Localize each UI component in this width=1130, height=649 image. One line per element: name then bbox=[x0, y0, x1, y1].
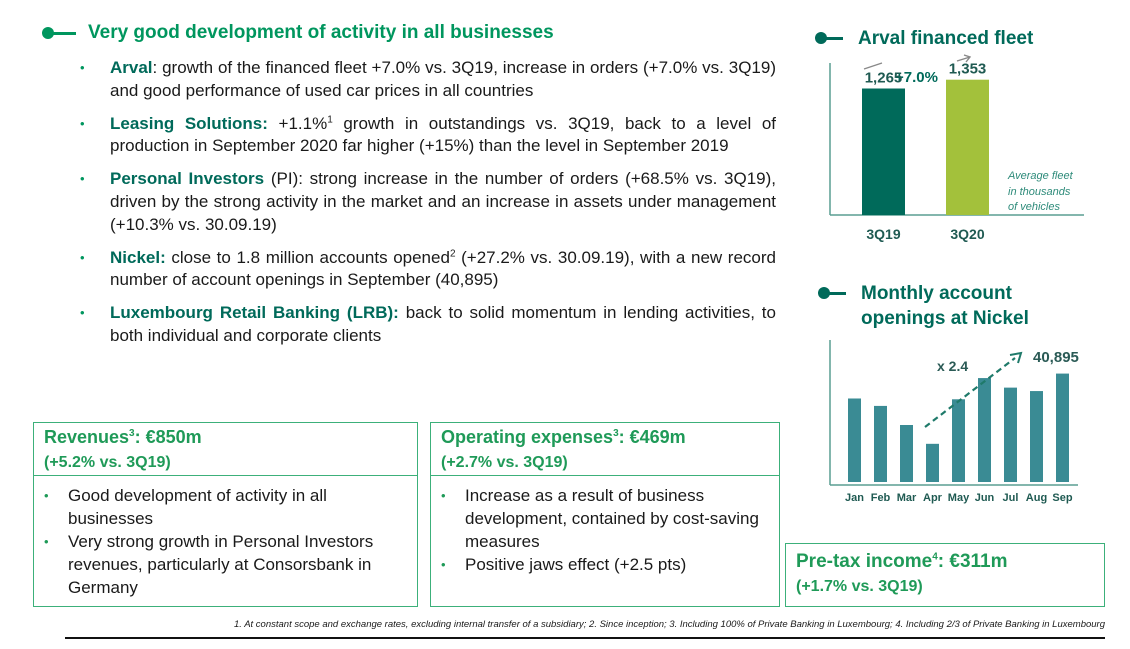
title-line: Monthly account bbox=[861, 283, 1012, 304]
bar-May bbox=[952, 399, 965, 482]
category-label: Aug bbox=[1026, 492, 1047, 504]
bullet-text: : growth of the financed fleet +7.0% vs.… bbox=[110, 58, 776, 100]
arval-chart: +7.0% 1,265 3Q19 1,353 3Q20 Average fleet i… bbox=[829, 54, 1084, 242]
bullet-leasing: Leasing Solutions: +1.1%1 growth in outs… bbox=[80, 113, 776, 158]
sep-value-label: 40,895 bbox=[1033, 349, 1079, 366]
pretax-header: Pre-tax income4: €311m (+1.7% vs. 3Q19) bbox=[786, 544, 1104, 599]
footnote-ref: 3 bbox=[129, 428, 135, 439]
nickel-chart: Jan Feb Mar Apr May Jun Jul Aug Sep x 2.4 40,895 bbox=[829, 340, 1079, 504]
revenues-box: Revenues3: €850m (+5.2% vs. 3Q19) Good de… bbox=[33, 422, 418, 607]
bullet-text: back to solid momentum in lending activi… bbox=[110, 303, 776, 345]
category-label: Jul bbox=[1003, 492, 1019, 504]
list-item: Very strong growth in Personal Investors… bbox=[44, 530, 409, 599]
opex-value: : €469m bbox=[618, 427, 686, 447]
heading-bullet-icon bbox=[818, 287, 830, 299]
trend-arrow-icon bbox=[956, 54, 972, 63]
bar-3Q20 bbox=[946, 79, 989, 215]
bullet-personal-investors: Personal Investors (PI): strong increase… bbox=[80, 168, 776, 236]
opex-title: Operating expenses bbox=[441, 427, 614, 447]
opex-header: Operating expenses3: €469m (+2.7% vs. 3Q1… bbox=[431, 423, 779, 476]
bar-Feb bbox=[874, 405, 887, 482]
heading-bullet-icon bbox=[42, 27, 54, 39]
category-label: Jan bbox=[845, 492, 864, 504]
list-item: Good development of activity in all busi… bbox=[44, 484, 409, 530]
arval-chart-title: Arval financed fleet bbox=[858, 28, 1034, 49]
category-label: Apr bbox=[923, 492, 943, 504]
category-label: 3Q19 bbox=[866, 226, 900, 242]
revenues-value: : €850m bbox=[134, 427, 202, 447]
business-bullets: Arval: growth of the financed fleet +7.0… bbox=[80, 57, 776, 358]
bar-Mar bbox=[900, 425, 913, 482]
bar-Aug bbox=[1030, 391, 1043, 482]
category-label: Jun bbox=[975, 492, 995, 504]
category-label: 3Q20 bbox=[950, 226, 984, 242]
nickel-chart-title: Monthly account openings at Nickel bbox=[861, 281, 1029, 331]
pretax-change: (+1.7% vs. 3Q19) bbox=[796, 578, 923, 595]
bar-3Q19 bbox=[862, 88, 905, 215]
heading-bullet-icon bbox=[815, 32, 827, 44]
bullet-lrb: Luxembourg Retail Banking (LRB): back to… bbox=[80, 302, 776, 347]
list-item: Positive jaws effect (+2.5 pts) bbox=[441, 553, 771, 576]
bullet-text: (PI): strong increase in the number of o… bbox=[110, 169, 777, 234]
trend-line bbox=[863, 62, 883, 70]
footnote-ref: 1 bbox=[327, 114, 333, 126]
revenues-header: Revenues3: €850m (+5.2% vs. 3Q19) bbox=[34, 423, 417, 476]
pretax-box: Pre-tax income4: €311m (+1.7% vs. 3Q19) bbox=[785, 543, 1105, 607]
title-line: openings at Nickel bbox=[861, 308, 1029, 329]
note-line: Average fleet bbox=[1007, 170, 1074, 182]
bullet-text: +1.1% bbox=[267, 113, 328, 133]
bar-Jul bbox=[1004, 387, 1017, 482]
opex-box: Operating expenses3: €469m (+2.7% vs. 3Q1… bbox=[430, 422, 780, 607]
list-item: Increase as a result of business develop… bbox=[441, 484, 771, 553]
bullet-head: Arval bbox=[110, 58, 153, 77]
value-label: 1,353 bbox=[949, 61, 987, 78]
heading-line-icon bbox=[50, 31, 76, 35]
bullet-nickel: Nickel: close to 1.8 million accounts op… bbox=[80, 247, 776, 292]
category-label: Mar bbox=[897, 492, 917, 504]
bullet-head: Personal Investors bbox=[110, 169, 265, 189]
revenues-title: Revenues bbox=[44, 427, 130, 447]
bullet-text: close to 1.8 million accounts opened bbox=[165, 247, 450, 267]
category-label: Sep bbox=[1052, 492, 1072, 504]
multiplier-annotation: x 2.4 bbox=[937, 358, 968, 374]
bar-Sep bbox=[1056, 373, 1069, 482]
footnote: 1. At constant scope and exchange rates,… bbox=[233, 619, 1105, 630]
category-label: Feb bbox=[871, 492, 891, 504]
pretax-value: : €311m bbox=[937, 551, 1008, 572]
bullet-arval: Arval: growth of the financed fleet +7.0… bbox=[80, 57, 776, 102]
heading-line-icon bbox=[823, 37, 843, 40]
bullet-head: Leasing Solutions: bbox=[110, 113, 268, 133]
footnote-ref: 4 bbox=[932, 551, 938, 563]
main-title: Very good development of activity in all… bbox=[88, 22, 554, 43]
trend-dashed-line bbox=[924, 357, 1016, 428]
opex-change: (+2.7% vs. 3Q19) bbox=[441, 454, 568, 471]
footnote-ref: 3 bbox=[613, 428, 619, 439]
note-line: in thousands bbox=[1008, 186, 1071, 198]
bar-Apr bbox=[926, 443, 939, 482]
revenues-change: (+5.2% vs. 3Q19) bbox=[44, 454, 171, 471]
category-label: May bbox=[948, 492, 970, 504]
bar-Jan bbox=[848, 398, 861, 482]
heading-line-icon bbox=[826, 292, 846, 295]
bullet-text: (+27.2% vs. 30.09.19), with a new record… bbox=[110, 247, 776, 290]
trend-arrow-icon bbox=[1009, 351, 1023, 364]
bullet-head: Nickel: bbox=[110, 247, 166, 267]
pretax-title: Pre-tax income bbox=[796, 551, 933, 572]
bullet-text: growth in outstandings vs. 3Q19, back to… bbox=[110, 113, 777, 156]
footnote-ref: 2 bbox=[449, 248, 456, 259]
note-line: of vehicles bbox=[1008, 201, 1060, 213]
value-label: 1,265 bbox=[865, 70, 903, 87]
bullet-head: Luxembourg Retail Banking (LRB): bbox=[110, 303, 399, 323]
growth-annotation: +7.0% bbox=[895, 69, 938, 86]
bar-Jun bbox=[978, 378, 991, 482]
footer-rule bbox=[65, 637, 1105, 639]
